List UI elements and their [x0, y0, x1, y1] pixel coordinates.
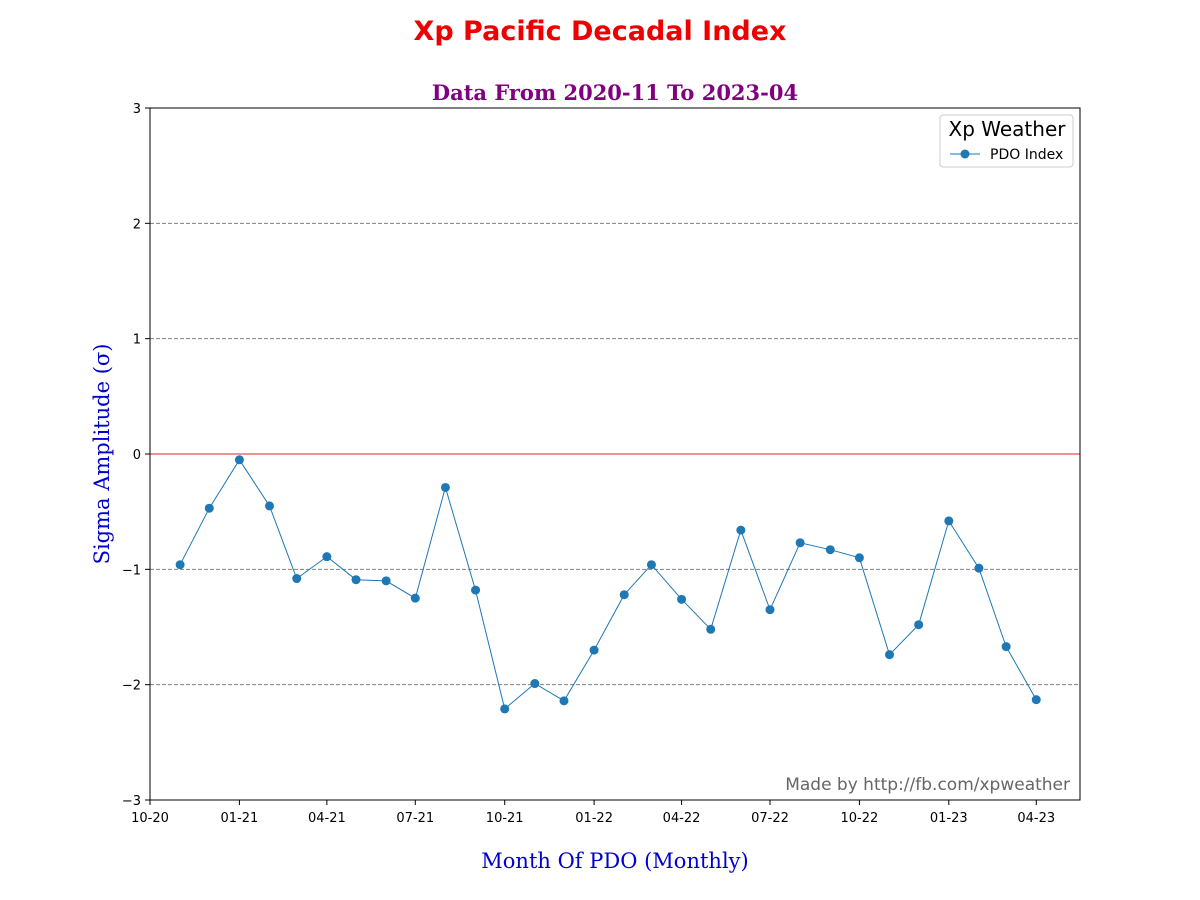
data-point [322, 552, 332, 562]
data-point [765, 605, 775, 615]
data-point [795, 538, 805, 548]
x-tick-label: 04-23 [1017, 811, 1055, 826]
x-axis-ticks: 10-20 01-21 04-21 07-21 10-21 01-22 04-22 07-22… [131, 800, 1055, 826]
data-point [440, 482, 450, 492]
y-tick-label: 2 [133, 217, 141, 232]
data-point [885, 650, 895, 660]
data-point [559, 696, 569, 706]
y-tick-label: −1 [122, 563, 141, 578]
y-axis-ticks: −3 −2 −1 0 1 2 3 [122, 102, 150, 809]
data-point [619, 590, 629, 600]
x-axis-label: Month Of PDO (Monthly) [481, 849, 748, 873]
x-tick-label: 01-23 [930, 811, 968, 826]
data-point [974, 563, 984, 573]
data-point [175, 560, 185, 570]
chart-subtitle: Data From 2020-11 To 2023-04 [432, 80, 798, 105]
data-point [914, 620, 924, 630]
x-tick-label: 10-20 [131, 811, 169, 826]
data-point [292, 574, 302, 584]
data-point [204, 503, 214, 513]
data-point [706, 624, 716, 634]
data-point [500, 704, 510, 714]
data-point [530, 679, 540, 689]
y-tick-label: 0 [133, 448, 141, 463]
x-tick-label: 01-21 [221, 811, 259, 826]
y-tick-label: 1 [133, 333, 141, 348]
x-tick-label: 01-22 [575, 811, 613, 826]
legend-marker-swatch [960, 149, 970, 159]
y-axis-label: Sigma Amplitude (σ) [90, 344, 114, 565]
data-point [646, 560, 656, 570]
data-point [1001, 642, 1011, 652]
legend: Xp Weather PDO Index [939, 114, 1074, 168]
x-tick-label: 10-22 [841, 811, 879, 826]
data-point [736, 525, 746, 535]
y-tick-label: −3 [122, 794, 141, 809]
data-point [944, 516, 954, 526]
y-tick-label: 3 [133, 102, 141, 117]
series-line [179, 458, 1037, 710]
data-point [351, 575, 361, 585]
data-point [589, 645, 599, 655]
data-point [471, 585, 481, 595]
series-pdo-index [175, 455, 1041, 714]
x-tick-label: 10-21 [486, 811, 524, 826]
x-tick-label: 04-21 [308, 811, 346, 826]
legend-title: Xp Weather [949, 117, 1067, 141]
y-tick-label: −2 [122, 679, 141, 694]
data-point [825, 545, 835, 555]
data-point [410, 593, 420, 603]
legend-entry-pdo-index: PDO Index [990, 147, 1063, 163]
data-point [265, 501, 275, 511]
credit-text: Made by http://fb.com/xpweather [785, 775, 1070, 795]
data-point [677, 594, 687, 604]
x-tick-label: 07-22 [751, 811, 789, 826]
chart-title: Xp Pacific Decadal Index [414, 16, 787, 47]
data-point [381, 576, 391, 586]
data-point [234, 455, 244, 465]
x-tick-label: 07-21 [396, 811, 434, 826]
x-tick-label: 04-22 [663, 811, 701, 826]
grid-lines [150, 222, 1080, 686]
data-point [854, 553, 864, 563]
data-point [1031, 695, 1041, 705]
